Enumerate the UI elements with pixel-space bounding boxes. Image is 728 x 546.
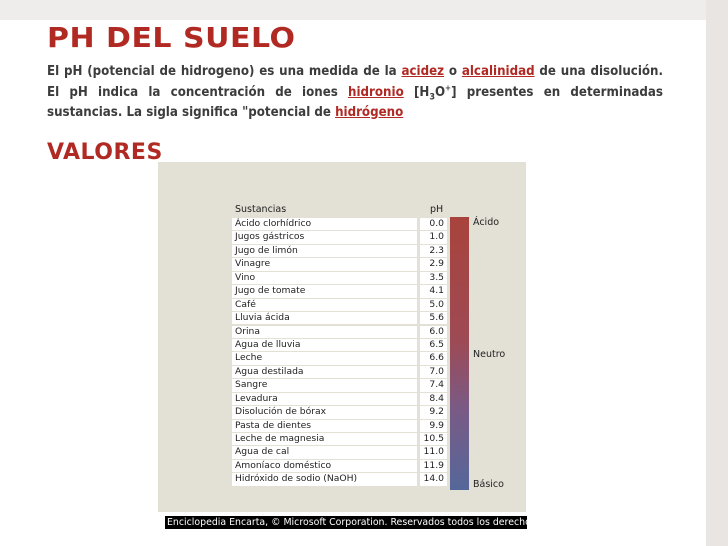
substance-name: Jugos gástricos [232,231,417,244]
superscript-plus: + [445,83,452,93]
table-row: Vinagre 2.9 [232,258,447,271]
link-hidrogeno[interactable]: hidrógeno [335,105,404,120]
substance-rows: Ácido clorhídrico 0.0 Jugos gástricos 1.0 Ju… [232,218,447,487]
substance-name: Agua destilada [232,365,417,379]
table-row: Leche 6.6 [232,352,447,365]
substance-name: Sangre [232,379,417,392]
ph-value: 6.5 [420,338,447,352]
ph-value: 14.0 [420,473,447,486]
link-acidez[interactable]: acidez [401,64,445,79]
slide-title: pH DEL SUELO [47,22,296,55]
substance-name: Lluvia ácida [232,312,417,325]
scale-label-basic: Básico [473,479,504,490]
table-row: Amoníaco doméstico 11.9 [232,459,447,473]
ph-value: 2.9 [420,258,447,271]
table-row: Jugo de limón 2.3 [232,244,447,258]
substance-name: Café [232,298,417,312]
scale-label-acid: Ácido [473,217,500,228]
substance-name: Jugo de limón [232,244,417,258]
ph-value: 7.4 [420,379,447,392]
ph-value: 5.6 [420,312,447,325]
ph-value: 6.0 [420,325,447,338]
substance-name: Jugo de tomate [232,285,417,298]
table-row: Ácido clorhídrico 0.0 [232,218,447,231]
table-row: Agua de lluvia 6.5 [232,338,447,352]
subscript-3: 3 [429,92,435,103]
ph-value: 5.0 [420,298,447,312]
slide-top-strip [0,0,728,20]
ph-value: 4.1 [420,285,447,298]
link-alcalinidad[interactable]: alcalinidad [461,64,535,79]
table-row: Leche de magnesia 10.5 [232,433,447,446]
link-hidronio[interactable]: hidronio [348,84,404,100]
ph-value: 9.2 [420,406,447,419]
substance-name: Amoníaco doméstico [232,459,417,473]
ph-value: 1.0 [420,231,447,244]
substance-name: Hidróxido de sodio (NaOH) [232,473,417,486]
slide-right-strip [706,0,728,546]
substance-name: Ácido clorhídrico [232,218,417,231]
table-row: Orina 6.0 [232,325,447,338]
substance-name: Leche [232,352,417,365]
ph-value: 10.5 [420,433,447,446]
table-row: Sangre 7.4 [232,379,447,392]
table-row: Vino 3.5 [232,271,447,285]
substance-name: Leche de magnesia [232,433,417,446]
table-row: Disolución de bórax 9.2 [232,406,447,419]
table-row: Lluvia ácida 5.6 [232,312,447,325]
ph-value: 7.0 [420,365,447,379]
table-row: Pasta de dientes 9.9 [232,419,447,432]
ph-value: 8.4 [420,392,447,406]
table-row: Agua destilada 7.0 [232,365,447,379]
table-row: Café 5.0 [232,298,447,312]
substance-name: Vinagre [232,258,417,271]
ph-value: 3.5 [420,271,447,285]
table-row: Jugo de tomate 4.1 [232,285,447,298]
section-subtitle: Valores [47,140,163,165]
table-row: Hidróxido de sodio (NaOH) 14.0 [232,473,447,486]
table-row: Jugos gástricos 1.0 [232,231,447,244]
ph-gradient-bar [450,217,469,490]
ph-value: 2.3 [420,244,447,258]
substance-name: Levadura [232,392,417,406]
copyright-caption: Enciclopedia Encarta, © Microsoft Corpor… [165,516,527,529]
table-row: Agua de cal 11.0 [232,446,447,459]
substance-name: Vino [232,271,417,285]
table-row: Levadura 8.4 [232,392,447,406]
ph-value: 11.0 [420,446,447,459]
substance-name: Orina [232,325,417,338]
ph-value: 6.6 [420,352,447,365]
ph-table-figure: Sustancias pH Ácido clorhídrico 0.0 Jugos … [158,162,526,512]
header-ph: pH [430,204,444,215]
ph-value: 11.9 [420,459,447,473]
ph-value: 0.0 [420,218,447,231]
ph-value: 9.9 [420,419,447,432]
intro-paragraph: El pH (potencial de hidrogeno) es una me… [47,64,663,120]
header-substances: Sustancias [235,204,287,215]
scale-label-neutral: Neutro [473,349,506,360]
substance-name: Agua de lluvia [232,338,417,352]
substance-name: Disolución de bórax [232,406,417,419]
substance-name: Pasta de dientes [232,419,417,432]
substance-name: Agua de cal [232,446,417,459]
